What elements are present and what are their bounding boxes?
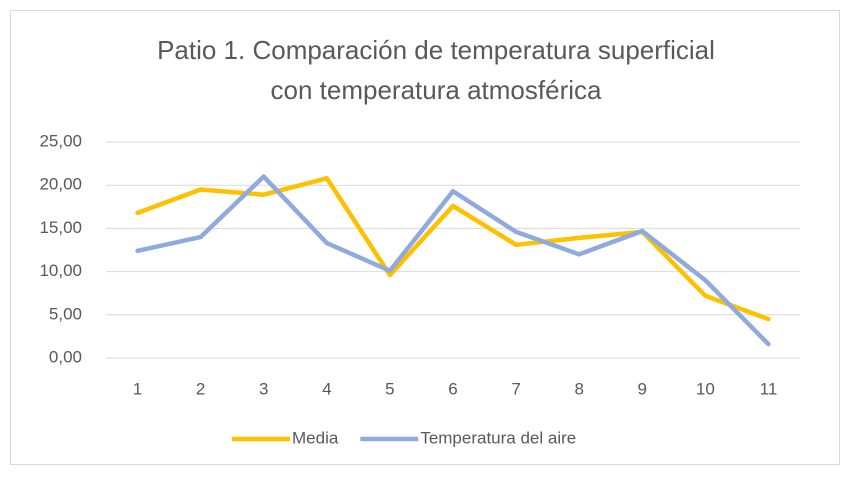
x-tick-label: 9 [638,379,647,398]
y-tick-label: 0,00 [49,347,82,366]
x-tick-label: 4 [322,379,331,398]
x-tick-label: 10 [696,379,715,398]
x-tick-label: 11 [760,379,778,398]
y-tick-label: 25,00 [39,131,82,150]
y-tick-label: 5,00 [49,304,82,323]
y-tick-label: 20,00 [39,175,82,194]
chart-title: con temperatura atmosférica [271,75,602,105]
chart-title: Patio 1. Comparación de temperatura supe… [157,35,715,65]
legend-label: Media [292,428,339,447]
x-tick-label: 6 [448,379,457,398]
data-line [135,176,771,322]
y-tick-label: 15,00 [39,218,82,237]
x-tick-label: 3 [259,379,268,398]
y-tick-label: 10,00 [39,261,82,280]
x-tick-label: 1 [133,379,142,398]
x-tick-label: 7 [511,379,520,398]
x-tick-label: 8 [574,379,583,398]
x-tick-label: 5 [385,379,394,398]
data-line [135,174,771,347]
legend-label: Temperatura del aire [420,428,576,447]
x-tick-label: 2 [196,379,205,398]
